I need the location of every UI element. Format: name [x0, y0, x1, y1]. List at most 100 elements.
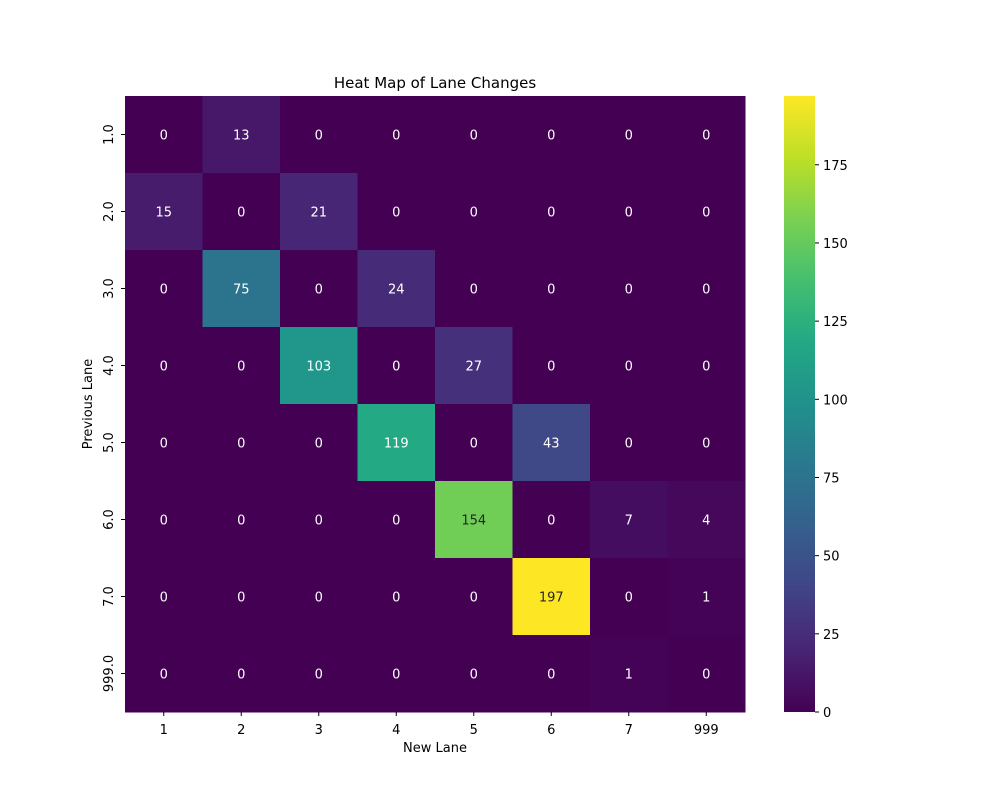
cell-value-label: 0 — [470, 437, 478, 452]
heatmap-cell — [125, 558, 203, 636]
heatmap-cell — [202, 404, 281, 482]
cell-value-label: 27 — [465, 360, 482, 375]
colorbar-tick-label: 75 — [823, 471, 840, 486]
heatmap-cell — [280, 250, 358, 328]
heatmap-cell — [512, 173, 591, 251]
heatmap-cell — [435, 250, 513, 328]
cell-value-label: 0 — [392, 514, 400, 529]
heatmap-cell — [667, 250, 746, 328]
heatmap-cell — [512, 558, 591, 636]
heatmap-cell — [357, 558, 436, 636]
x-axis-ticks: 1 2 3 4 5 6 7 999 — [160, 712, 719, 738]
cell-value-label: 0 — [625, 360, 633, 375]
heatmap-cell — [357, 173, 436, 251]
heatmap-cell — [590, 96, 668, 174]
cell-value-label: 0 — [625, 437, 633, 452]
cell-value-label: 0 — [160, 360, 168, 375]
cell-value-label: 0 — [470, 206, 478, 221]
cell-value-label: 0 — [237, 206, 245, 221]
colorbar-tick-label: 175 — [823, 159, 848, 174]
y-tick-label: 4.0 — [102, 355, 117, 376]
cell-value-label: 0 — [237, 668, 245, 683]
heatmap-cell — [125, 635, 203, 713]
cell-value-label: 0 — [470, 129, 478, 144]
heatmap-cell — [667, 404, 746, 482]
heatmap-cell — [125, 404, 203, 482]
cell-value-label: 0 — [547, 360, 555, 375]
cell-value-label: 43 — [543, 437, 560, 452]
heatmap-cell — [280, 481, 358, 559]
y-tick-label: 999.0 — [102, 655, 117, 692]
heatmap-cell — [590, 173, 668, 251]
y-tick-label: 3.0 — [102, 278, 117, 299]
heatmap-cell — [357, 327, 436, 405]
x-axis-title: New Lane — [403, 741, 467, 756]
heatmap-cell — [435, 635, 513, 713]
heatmap-cell — [125, 481, 203, 559]
heatmap-cell — [280, 558, 358, 636]
cell-value-label: 0 — [315, 668, 323, 683]
cell-value-label: 7 — [625, 514, 633, 529]
cell-value-label: 0 — [160, 283, 168, 298]
heatmap-cell — [590, 635, 668, 713]
heatmap-cell — [590, 327, 668, 405]
cell-value-label: 0 — [315, 514, 323, 529]
colorbar-tick-label: 0 — [823, 706, 831, 721]
x-tick-label: 2 — [237, 723, 245, 738]
heatmap-cell — [590, 558, 668, 636]
heatmap-cell — [667, 173, 746, 251]
cell-value-label: 1 — [702, 591, 710, 606]
heatmap-cell — [512, 481, 591, 559]
cell-value-label: 0 — [160, 437, 168, 452]
heatmap-cell — [667, 558, 746, 636]
heatmap-cell — [435, 558, 513, 636]
heatmap-cell — [667, 96, 746, 174]
cell-value-label: 0 — [547, 514, 555, 529]
heatmap-cell — [125, 96, 203, 174]
heatmap-cell — [202, 327, 281, 405]
heatmap-cell — [357, 635, 436, 713]
heatmap-cell — [202, 173, 281, 251]
cell-value-label: 103 — [306, 360, 331, 375]
colorbar-tick-label: 25 — [823, 628, 840, 643]
heatmap-cell — [357, 404, 436, 482]
heatmap-cell — [667, 635, 746, 713]
heatmap-cell — [357, 250, 436, 328]
heatmap-cell — [435, 173, 513, 251]
heatmap-cell — [512, 250, 591, 328]
cell-value-label: 0 — [315, 129, 323, 144]
cell-value-label: 0 — [702, 206, 710, 221]
heatmap-cell — [125, 327, 203, 405]
cell-value-label: 0 — [702, 668, 710, 683]
heatmap-cell — [357, 96, 436, 174]
y-tick-label: 7.0 — [102, 586, 117, 607]
cell-value-label: 0 — [237, 591, 245, 606]
heatmap-cell — [512, 96, 591, 174]
heatmap-cell — [512, 327, 591, 405]
colorbar-tick-label: 150 — [823, 237, 848, 252]
cell-value-label: 0 — [470, 668, 478, 683]
heatmap-cell — [590, 250, 668, 328]
heatmap-cell — [667, 481, 746, 559]
cell-value-label: 0 — [547, 668, 555, 683]
y-tick-label: 6.0 — [102, 509, 117, 530]
heatmap-cell — [125, 173, 203, 251]
cell-value-label: 21 — [310, 206, 327, 221]
y-axis-title: Previous Lane — [81, 359, 96, 450]
heatmap-cell — [435, 481, 513, 559]
x-tick-label: 6 — [547, 723, 555, 738]
x-tick-label: 1 — [160, 723, 168, 738]
cell-value-label: 0 — [392, 360, 400, 375]
cell-value-label: 0 — [315, 437, 323, 452]
cell-value-label: 0 — [315, 591, 323, 606]
cell-value-label: 0 — [237, 360, 245, 375]
heatmap-cell — [667, 327, 746, 405]
heatmap-cells: 0 13 0 0 0 0 0 0 15 0 21 0 0 0 0 0 0 75 0 24 0 0 0 0 0 0 103 0 27 0 0 0… — [125, 96, 746, 713]
heatmap-cell — [280, 96, 358, 174]
cell-value-label: 13 — [233, 129, 250, 144]
cell-value-label: 0 — [702, 437, 710, 452]
colorbar — [784, 96, 815, 712]
cell-value-label: 0 — [625, 591, 633, 606]
cell-value-label: 0 — [547, 283, 555, 298]
